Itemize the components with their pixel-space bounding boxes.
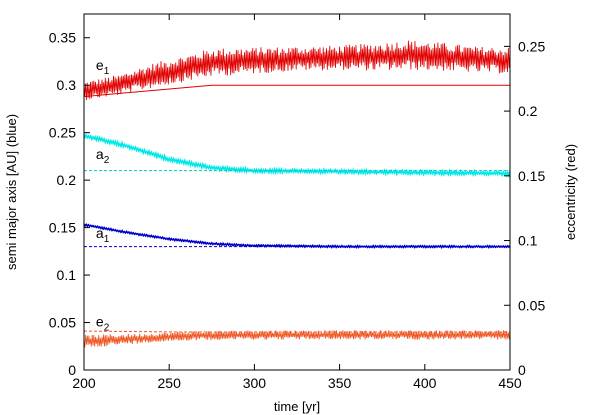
x-tick-label: 250 [158, 375, 182, 391]
right-y-tick-label: 0 [518, 362, 526, 378]
ticks-layer: 200 250 300 350 400 45000.050.10.150.20.250.3… [49, 14, 545, 391]
left-y-axis-title: semi major axis [AU] (blue) [4, 114, 19, 270]
annotation-subscript: 1 [104, 66, 110, 77]
left-y-tick-label: 0.15 [49, 220, 76, 236]
series-line-7 [83, 330, 510, 333]
left-y-tick-label: 0.2 [57, 172, 77, 188]
annotation-base: e [96, 313, 104, 329]
annotation-subscript: 2 [104, 155, 110, 166]
annotation-subscript: 1 [104, 234, 110, 245]
x-tick-label: 200 [72, 375, 96, 391]
left-y-tick-label: 0 [68, 362, 76, 378]
series-line-0 [83, 40, 511, 101]
x-tick-label: 300 [243, 375, 267, 391]
annotation-subscript: 2 [104, 322, 110, 333]
annotation-base: a [96, 225, 104, 241]
x-tick-label: 400 [413, 375, 437, 391]
left-y-tick-label: 0.25 [49, 125, 76, 141]
right-y-tick-label: 0.2 [518, 103, 538, 119]
x-tick-label: 350 [328, 375, 352, 391]
series-layer [83, 40, 511, 348]
series-annotation: e2 [96, 313, 110, 333]
x-axis-title: time [yr] [274, 399, 320, 414]
left-y-tick-label: 0.05 [49, 315, 76, 331]
right-y-tick-label: 0.05 [518, 297, 545, 313]
right-y-tick-label: 0.15 [518, 168, 545, 184]
annotation-base: e [96, 57, 104, 73]
left-y-tick-label: 0.1 [57, 267, 77, 283]
series-annotation: e1 [96, 57, 110, 77]
series-annotation: a1 [96, 225, 110, 245]
right-y-tick-label: 0.25 [518, 38, 545, 54]
series-annotation: a2 [96, 146, 110, 166]
annotation-base: a [96, 146, 104, 162]
plot-frame [83, 13, 511, 371]
series-line-4 [83, 222, 511, 249]
series-line-2 [83, 132, 511, 179]
left-y-tick-label: 0.3 [57, 77, 77, 93]
right-y-tick-label: 0.1 [518, 233, 538, 249]
left-y-tick-label: 0.35 [49, 30, 76, 46]
series-line-6 [83, 330, 511, 348]
x-tick-label: 450 [498, 375, 522, 391]
series-line-1 [83, 84, 510, 98]
right-y-axis-title: eccentricity (red) [563, 144, 578, 240]
